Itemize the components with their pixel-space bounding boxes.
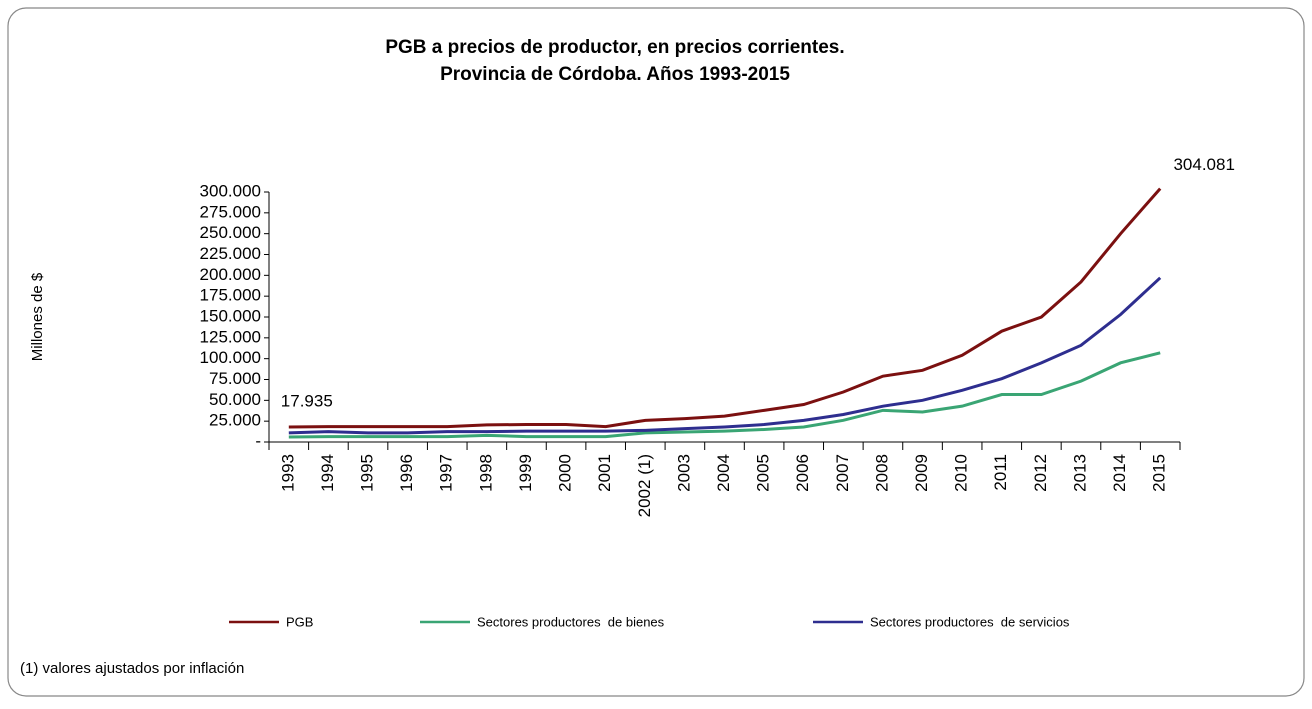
x-tick-label: 2009: [912, 454, 931, 492]
series-line: [288, 276, 1162, 435]
x-tick-label: 1995: [358, 454, 377, 492]
y-tick-label: 200.000: [200, 265, 261, 284]
x-tick-label: 2012: [1031, 454, 1050, 492]
y-tick-label: 75.000: [209, 369, 261, 388]
data-label: 17.935: [281, 392, 333, 411]
chart-title: PGB a precios de productor, en precios c…: [385, 37, 844, 58]
y-axis-label: Millones de $: [29, 272, 46, 361]
x-tick-label: 1999: [516, 454, 535, 492]
x-tick-label: 2013: [1070, 454, 1089, 492]
y-tick-label: 25.000: [209, 411, 261, 430]
y-tick-label: 275.000: [200, 202, 261, 221]
y-tick-label: 175.000: [200, 286, 261, 305]
x-tick-label: 1996: [397, 454, 416, 492]
chart-title: Provincia de Córdoba. Años 1993-2015: [440, 64, 790, 85]
x-tick-label: 2006: [793, 454, 812, 492]
series-line: [288, 351, 1161, 439]
x-tick-label: 2002 (1): [635, 454, 654, 517]
x-tick-label: 1993: [278, 454, 297, 492]
x-tick-label: 2015: [1150, 454, 1169, 492]
y-tick-label: 125.000: [200, 327, 261, 346]
chart-frame: [7, 7, 1305, 697]
x-tick-label: 1994: [318, 454, 337, 492]
footnote: (1) valores ajustados por inflación: [20, 660, 244, 677]
x-tick-label: 2014: [1110, 454, 1129, 492]
x-tick-label: 2007: [833, 454, 852, 492]
legend-label: Sectores productores de bienes: [477, 614, 665, 629]
series-line: [288, 187, 1162, 429]
y-tick-label: 300.000: [200, 181, 261, 200]
x-tick-label: 2011: [991, 454, 1010, 491]
y-tick-label: -: [255, 431, 261, 450]
y-tick-label: 225.000: [200, 244, 261, 263]
x-tick-label: 2001: [595, 454, 614, 492]
y-tick-label: 100.000: [200, 348, 261, 367]
x-tick-label: 2003: [674, 454, 693, 492]
x-tick-label: 1998: [476, 454, 495, 492]
y-tick-label: 150.000: [200, 306, 261, 325]
legend-label: PGB: [286, 614, 313, 629]
x-tick-label: 2004: [714, 454, 733, 492]
y-tick-label: 250.000: [200, 223, 261, 242]
x-tick-label: 2000: [556, 454, 575, 492]
x-tick-label: 2005: [754, 454, 773, 492]
x-tick-label: 2008: [872, 454, 891, 492]
x-tick-label: 2010: [952, 454, 971, 492]
legend-label: Sectores productores de servicios: [870, 614, 1070, 629]
y-tick-label: 50.000: [209, 390, 261, 409]
data-label: 304.081: [1173, 155, 1234, 174]
x-tick-label: 1997: [437, 454, 456, 492]
